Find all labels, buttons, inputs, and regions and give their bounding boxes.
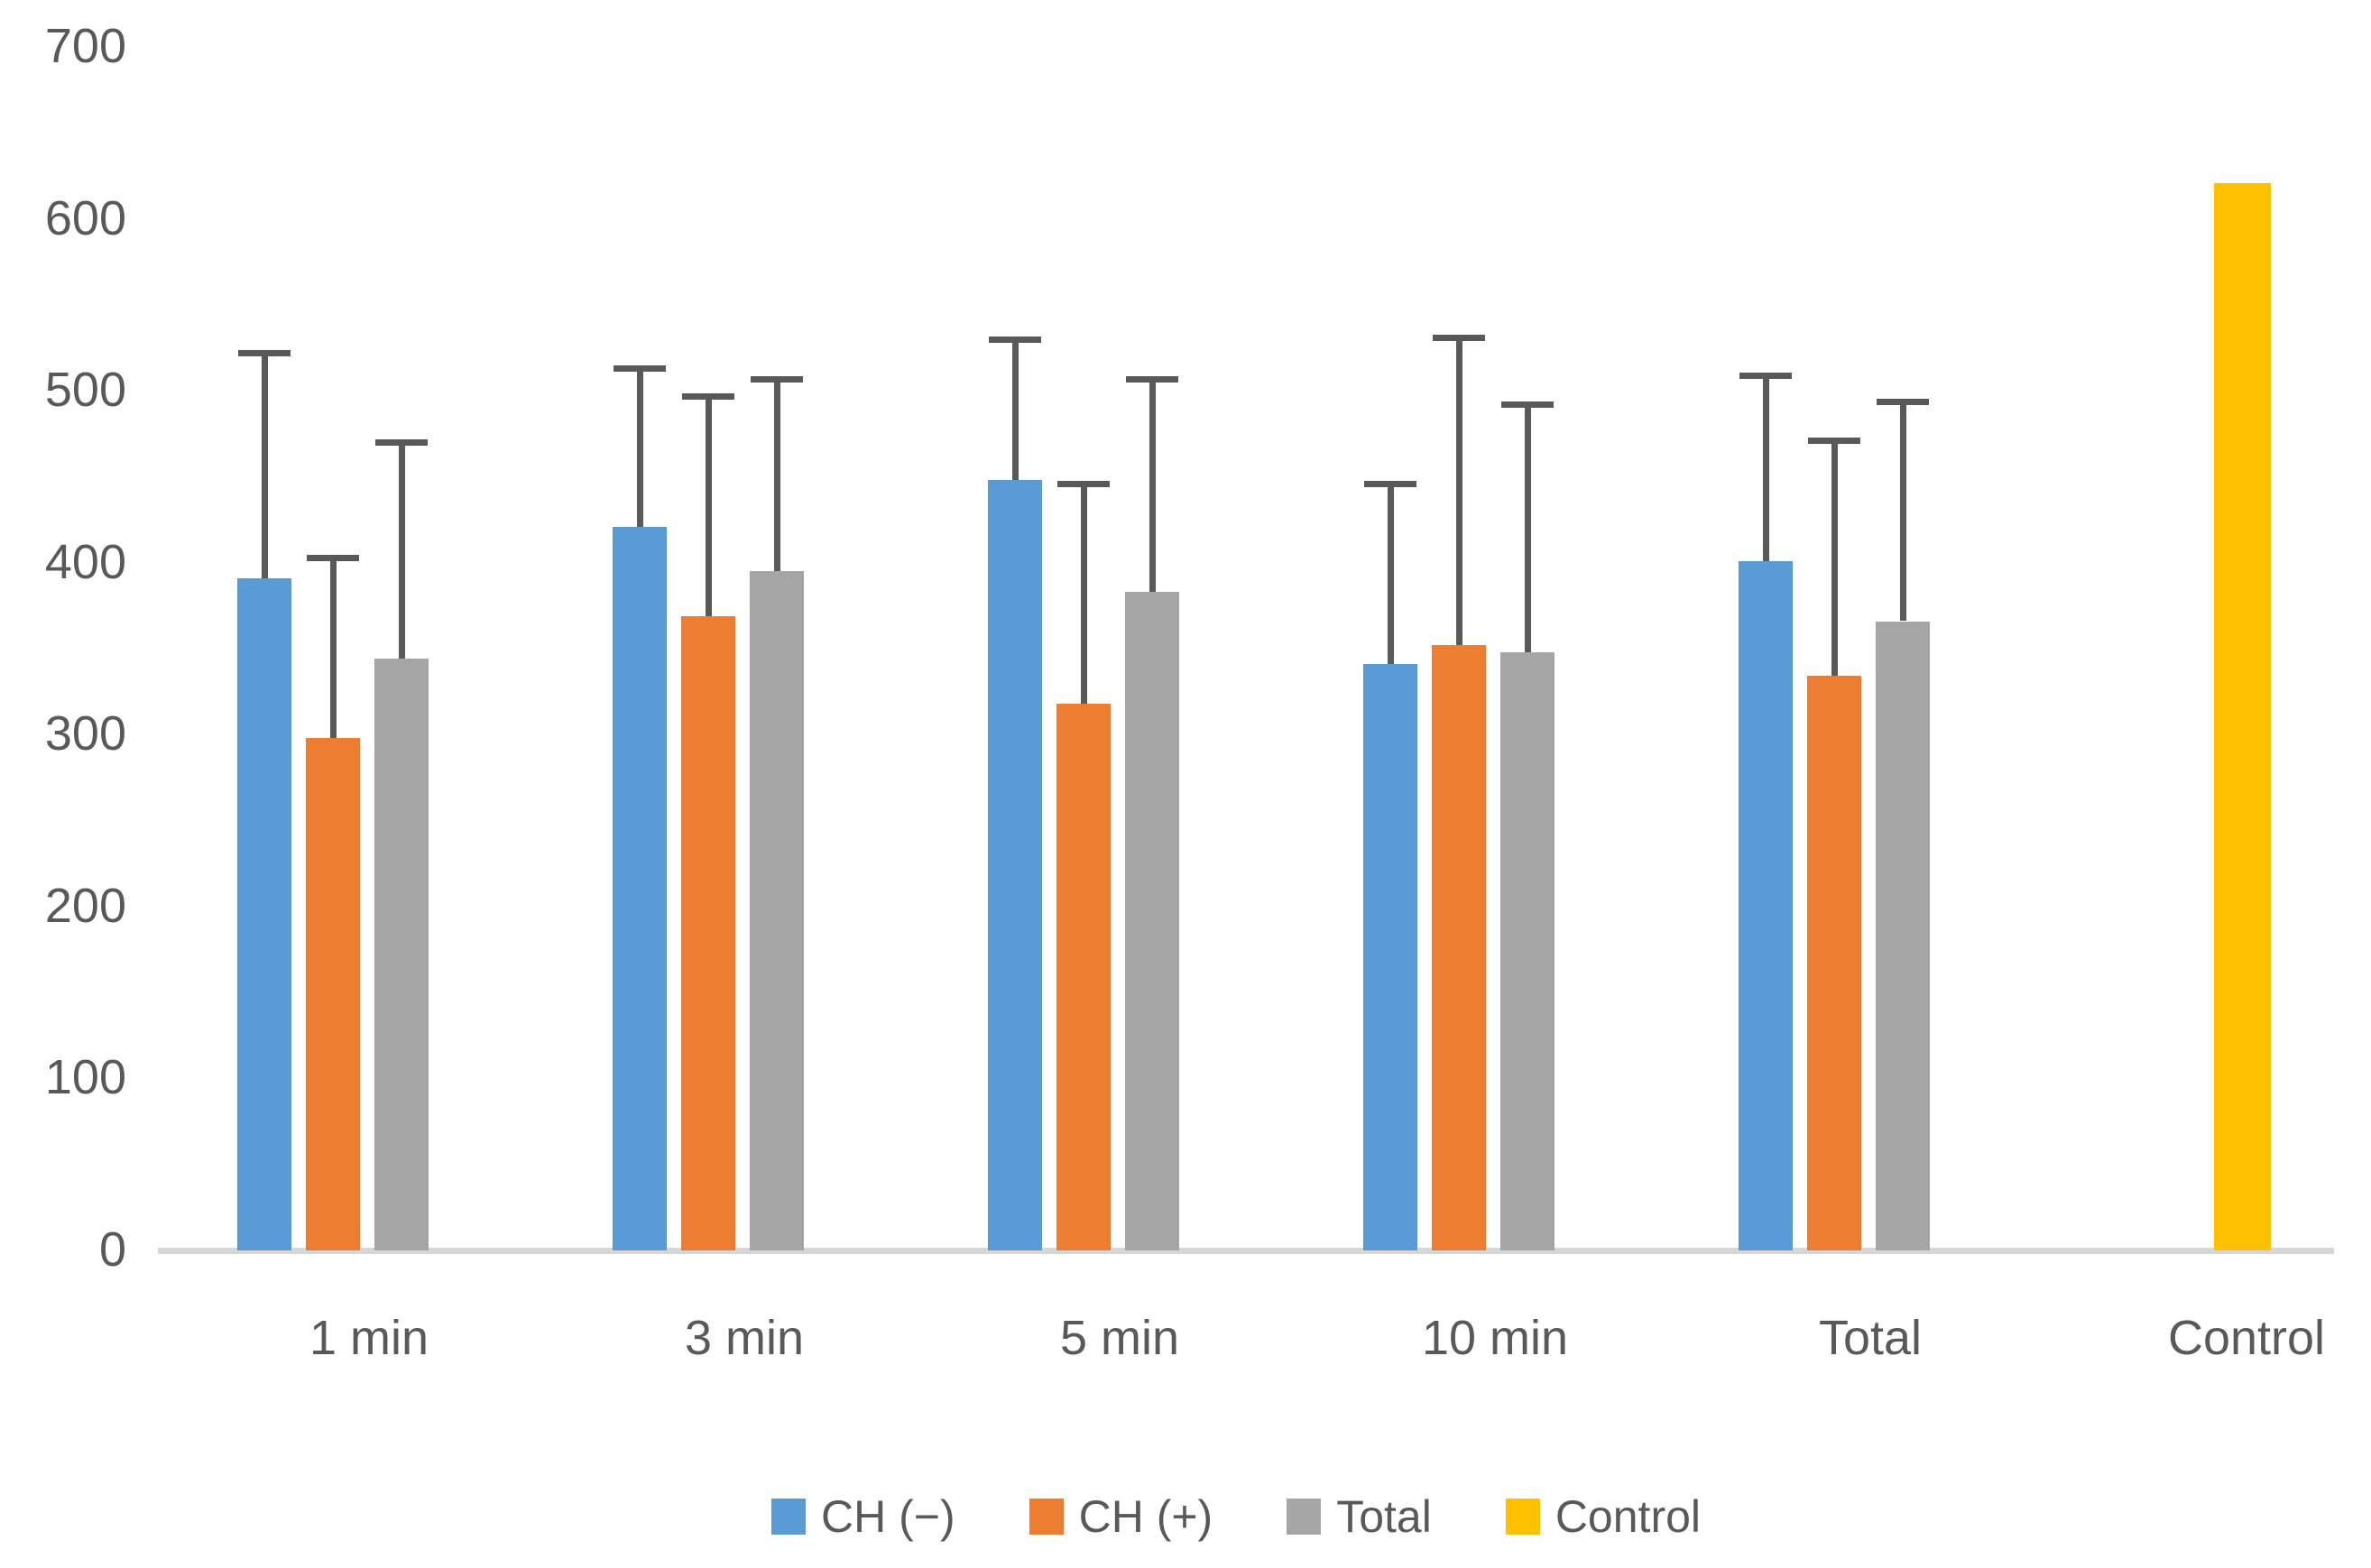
error-bar-cap-ch-3-min [682, 392, 734, 400]
error-bar-cap-total-1-min [375, 439, 428, 447]
bar-control-control [2213, 182, 2271, 1250]
error-bar-stem-ch-5-min [1080, 484, 1087, 704]
x-tick-label-10-min: 10 min [1421, 1311, 1569, 1365]
bar-ch-total [1807, 676, 1861, 1250]
x-tick-label-total: Total [1818, 1311, 1923, 1365]
legend-item-total: Total [1287, 1490, 1432, 1543]
error-bar-stem-ch-5-min [1011, 338, 1019, 481]
error-bar-stem-ch-1-min [261, 353, 268, 578]
bar-ch-5-min [1056, 703, 1111, 1250]
bar-ch-total [1739, 560, 1793, 1250]
legend-item-ch: CH (−) [770, 1490, 955, 1543]
error-bar-stem-ch-total [1762, 374, 1769, 561]
y-tick-label-500: 500 [44, 362, 126, 417]
y-tick-label-600: 600 [44, 190, 126, 245]
x-tick-label-control: Control [2167, 1311, 2326, 1365]
error-bar-cap-ch-10-min [1433, 335, 1485, 342]
legend-swatch-ch [770, 1499, 806, 1535]
bar-ch-1-min [306, 738, 360, 1250]
x-tick-label-1-min: 1 min [309, 1311, 429, 1365]
error-bar-stem-total-3-min [773, 378, 780, 572]
error-bar-cap-total-3-min [751, 375, 803, 383]
error-bar-stem-total-5-min [1149, 378, 1156, 593]
legend-swatch-total [1287, 1499, 1322, 1535]
error-bar-cap-ch-total [1808, 438, 1860, 445]
legend-label-ch: CH (+) [1078, 1491, 1213, 1542]
legend-label-control: Control [1555, 1491, 1702, 1542]
y-tick-label-200: 200 [44, 878, 126, 933]
bar-ch-3-min [681, 615, 735, 1250]
error-bar-stem-ch-10-min [1455, 337, 1462, 646]
legend-swatch-control [1505, 1499, 1540, 1535]
legend-label-total: Total [1336, 1491, 1432, 1542]
error-bar-stem-total-1-min [398, 442, 405, 659]
error-bar-cap-ch-5-min [1057, 481, 1110, 488]
error-bar-cap-total-5-min [1126, 375, 1178, 383]
legend-item-control: Control [1505, 1490, 1702, 1543]
bar-ch-10-min [1363, 664, 1417, 1250]
y-tick-label-0: 0 [98, 1222, 126, 1277]
error-bar-cap-ch-1-min [307, 554, 359, 561]
error-bar-cap-ch-10-min [1364, 481, 1416, 488]
error-bar-cap-total-10-min [1501, 401, 1554, 409]
x-tick-label-3-min: 3 min [684, 1311, 805, 1365]
error-bar-stem-ch-1-min [329, 557, 337, 739]
bar-ch-3-min [613, 526, 667, 1250]
y-tick-label-700: 700 [44, 18, 126, 73]
error-bar-cap-ch-total [1739, 372, 1792, 379]
bar-ch-1-min [237, 577, 291, 1250]
x-axis-line [158, 1248, 2334, 1254]
bar-total-3-min [750, 571, 804, 1250]
error-bar-stem-ch-3-min [705, 395, 712, 616]
y-tick-label-100: 100 [44, 1050, 126, 1105]
bar-total-1-min [374, 659, 429, 1250]
error-bar-cap-total-total [1877, 398, 1929, 405]
x-tick-label-5-min: 5 min [1059, 1311, 1180, 1365]
bar-ch-10-min [1432, 645, 1486, 1250]
error-bar-stem-ch-10-min [1387, 484, 1394, 665]
error-bar-stem-total-10-min [1524, 404, 1531, 652]
legend-label-ch: CH (−) [820, 1491, 955, 1542]
error-bar-stem-total-total [1899, 401, 1906, 622]
error-bar-stem-ch-3-min [636, 368, 643, 527]
bar-ch-5-min [988, 480, 1042, 1250]
y-tick-label-400: 400 [44, 534, 126, 589]
bar-total-total [1876, 621, 1930, 1250]
bar-total-5-min [1125, 592, 1179, 1250]
y-tick-label-300: 300 [44, 706, 126, 761]
error-bar-cap-ch-5-min [989, 336, 1041, 343]
bar-total-10-min [1500, 651, 1555, 1250]
legend-item-ch: CH (+) [1029, 1490, 1213, 1543]
legend-swatch-ch [1029, 1499, 1064, 1535]
legend: CH (−) CH (+) Total Control [51, 1490, 2371, 1543]
error-bar-cap-ch-3-min [614, 365, 666, 373]
error-bar-cap-ch-1-min [238, 350, 291, 357]
error-bar-stem-ch-total [1831, 440, 1838, 677]
